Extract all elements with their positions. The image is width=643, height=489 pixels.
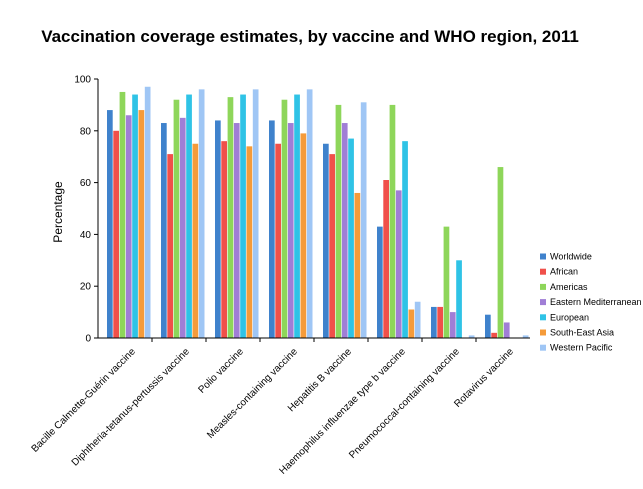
bar <box>383 180 389 338</box>
y-tick-label: 0 <box>85 334 91 345</box>
legend-swatch <box>540 329 546 336</box>
x-category-label: Measles-containing vaccine <box>205 346 300 441</box>
bar <box>113 130 119 338</box>
legend-swatch <box>540 268 546 275</box>
legend: Worldwide African Americas Eastern Mediterr… <box>540 252 642 353</box>
legend-label: Americas <box>550 282 588 292</box>
bar <box>414 301 421 338</box>
legend-label: Western Pacific <box>550 343 613 353</box>
x-category-label: Diphtheria-tetanus-pertussis vaccine <box>70 346 192 468</box>
bar <box>389 104 396 339</box>
bar <box>408 309 415 338</box>
bar <box>354 192 361 338</box>
bar <box>329 154 335 338</box>
bar <box>173 99 180 338</box>
x-category-label: Bacille Calmette-Guérin vaccine <box>30 346 139 455</box>
bar <box>497 167 504 338</box>
bar <box>192 143 199 338</box>
bar <box>449 312 456 338</box>
bar <box>269 120 275 338</box>
x-category-label: Pneumococcal-containing vaccine <box>347 346 462 461</box>
bar <box>233 123 240 338</box>
bar <box>377 226 383 338</box>
bar <box>227 97 234 338</box>
bars-layer <box>107 86 529 339</box>
y-tick-label: 60 <box>80 178 92 189</box>
bar <box>240 94 246 338</box>
legend-swatch <box>540 314 546 321</box>
bar <box>294 94 300 338</box>
bar <box>287 123 294 338</box>
y-tick-label: 20 <box>80 282 92 293</box>
bar <box>300 133 307 338</box>
bar <box>275 143 281 338</box>
bar <box>341 123 348 338</box>
bar <box>431 306 437 338</box>
bar <box>485 314 491 338</box>
bar <box>360 102 367 338</box>
legend-swatch <box>540 283 546 290</box>
bar <box>348 138 354 338</box>
bar <box>503 322 510 338</box>
y-tick-label: 80 <box>80 126 92 137</box>
bar <box>246 146 253 338</box>
bar <box>443 226 450 338</box>
bar <box>335 104 342 339</box>
chart-title: Vaccination coverage estimates, by vacci… <box>41 27 579 46</box>
y-axis-label: Percentage <box>51 181 65 243</box>
bar <box>107 110 113 338</box>
bar <box>125 115 132 338</box>
x-category-label: Polio vaccine <box>196 346 246 396</box>
bar <box>119 91 126 338</box>
bar <box>437 306 443 338</box>
bar <box>402 141 408 338</box>
bar <box>221 141 227 338</box>
y-tick-label: 40 <box>80 230 92 241</box>
bar <box>179 117 186 338</box>
legend-label: African <box>550 267 578 277</box>
bar <box>186 94 192 338</box>
bar <box>161 123 167 338</box>
bar <box>468 335 475 338</box>
bar <box>215 120 221 338</box>
bar <box>522 335 529 338</box>
legend-label: Worldwide <box>550 252 592 262</box>
bar <box>132 94 138 338</box>
bar <box>138 110 145 338</box>
legend-label: European <box>550 312 589 322</box>
bar <box>323 143 329 338</box>
bar <box>144 86 151 339</box>
x-category-label: Rotavirus vaccine <box>452 346 516 410</box>
bar <box>395 190 402 338</box>
legend-swatch <box>540 253 546 260</box>
legend-swatch <box>540 344 546 351</box>
bar <box>491 332 497 338</box>
bar <box>281 99 288 338</box>
bar <box>306 89 313 338</box>
legend-label: Eastern Mediterranean <box>550 297 642 307</box>
y-tick-label: 100 <box>74 75 91 86</box>
bar <box>198 89 205 338</box>
bar <box>456 260 462 338</box>
legend-swatch <box>540 299 546 306</box>
bar <box>167 154 173 338</box>
legend-label: South-East Asia <box>550 328 614 338</box>
bar <box>252 89 259 338</box>
